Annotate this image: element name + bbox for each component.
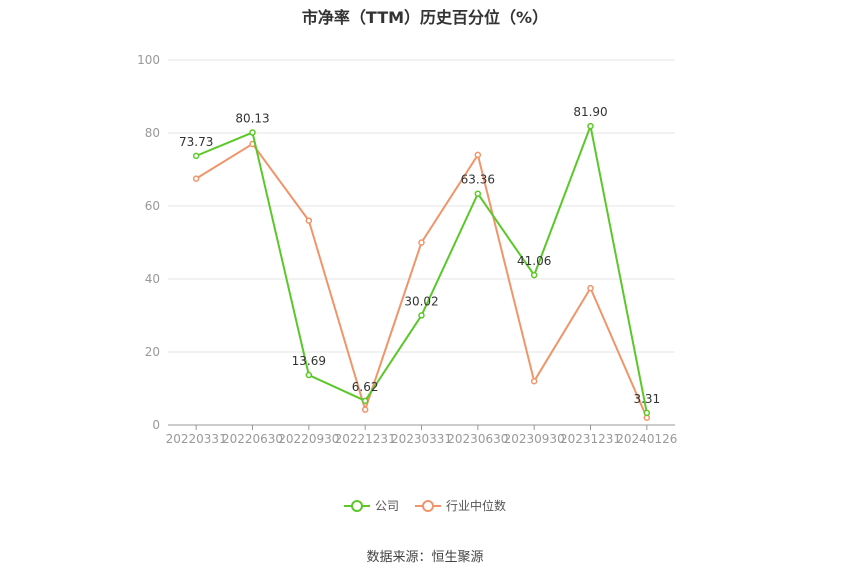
series-lines [192,122,651,421]
data-label-company: 80.13 [235,112,269,126]
x-tick-label: 20230630 [447,432,508,446]
data-label-company: 81.90 [573,105,607,119]
data-label-company: 13.69 [292,354,326,368]
data-point-industry [474,151,482,159]
data-label-company: 73.73 [179,135,213,149]
data-point-company [474,190,482,197]
legend-label-industry: 行业中位数 [446,499,507,513]
y-tick-label: 40 [145,272,160,286]
x-tick-label: 20220331 [166,432,227,446]
x-tick-label: 20220930 [278,432,339,446]
data-label-company: 3.31 [633,392,660,406]
data-point-industry [192,175,200,182]
series-line-company [195,125,648,414]
data-point-company [192,152,200,160]
data-point-company [305,371,313,379]
data-point-industry [418,239,425,246]
legend-swatch-company [343,499,370,513]
grid-lines [168,59,675,353]
data-point-industry [587,284,594,292]
x-tick-label: 20231231 [560,432,621,446]
data-label-company: 30.02 [404,294,438,308]
data-point-company [418,312,425,319]
chart-title: 市净率（TTM）历史百分位（%） [301,8,549,27]
x-tick-label: 20240126 [616,432,677,446]
data-point-company [530,271,538,279]
data-point-company [643,409,651,417]
y-tick-label: 20 [145,345,160,359]
legend-label-company: 公司 [374,499,399,513]
data-point-industry [305,217,313,224]
data-labels: 73.73 80.13 13.69 6.62 30.02 63.36 41.06 81.90 3… [179,105,660,406]
legend-swatch-industry [415,499,441,513]
x-tick-label: 20221231 [335,432,396,446]
data-point-company [587,122,594,130]
legend: 公司 行业中位数 [0,497,850,514]
data-label-company: 41.06 [517,254,551,268]
data-point-industry [361,406,369,413]
data-point-industry [530,377,538,385]
data-source: 数据来源：恒生聚源 [366,550,484,565]
data-label-company: 6.62 [352,380,379,394]
y-tick-label: 60 [145,199,160,213]
data-point-company [361,397,369,405]
y-tick-label: 100 [137,53,160,67]
x-tick-label: 20230331 [391,432,452,446]
x-tick-label: 20230930 [504,432,565,446]
y-tick-label: 80 [145,126,160,140]
legend-item-company[interactable]: 公司 [343,497,399,514]
data-point-company [249,129,256,136]
y-tick-label: 0 [152,418,160,432]
data-label-company: 63.36 [461,173,495,187]
legend-item-industry[interactable]: 行业中位数 [415,497,506,514]
axes: 0 20 40 60 80 100 2022033120220630202209302022… [137,53,677,446]
x-tick-label: 20220630 [222,432,283,446]
